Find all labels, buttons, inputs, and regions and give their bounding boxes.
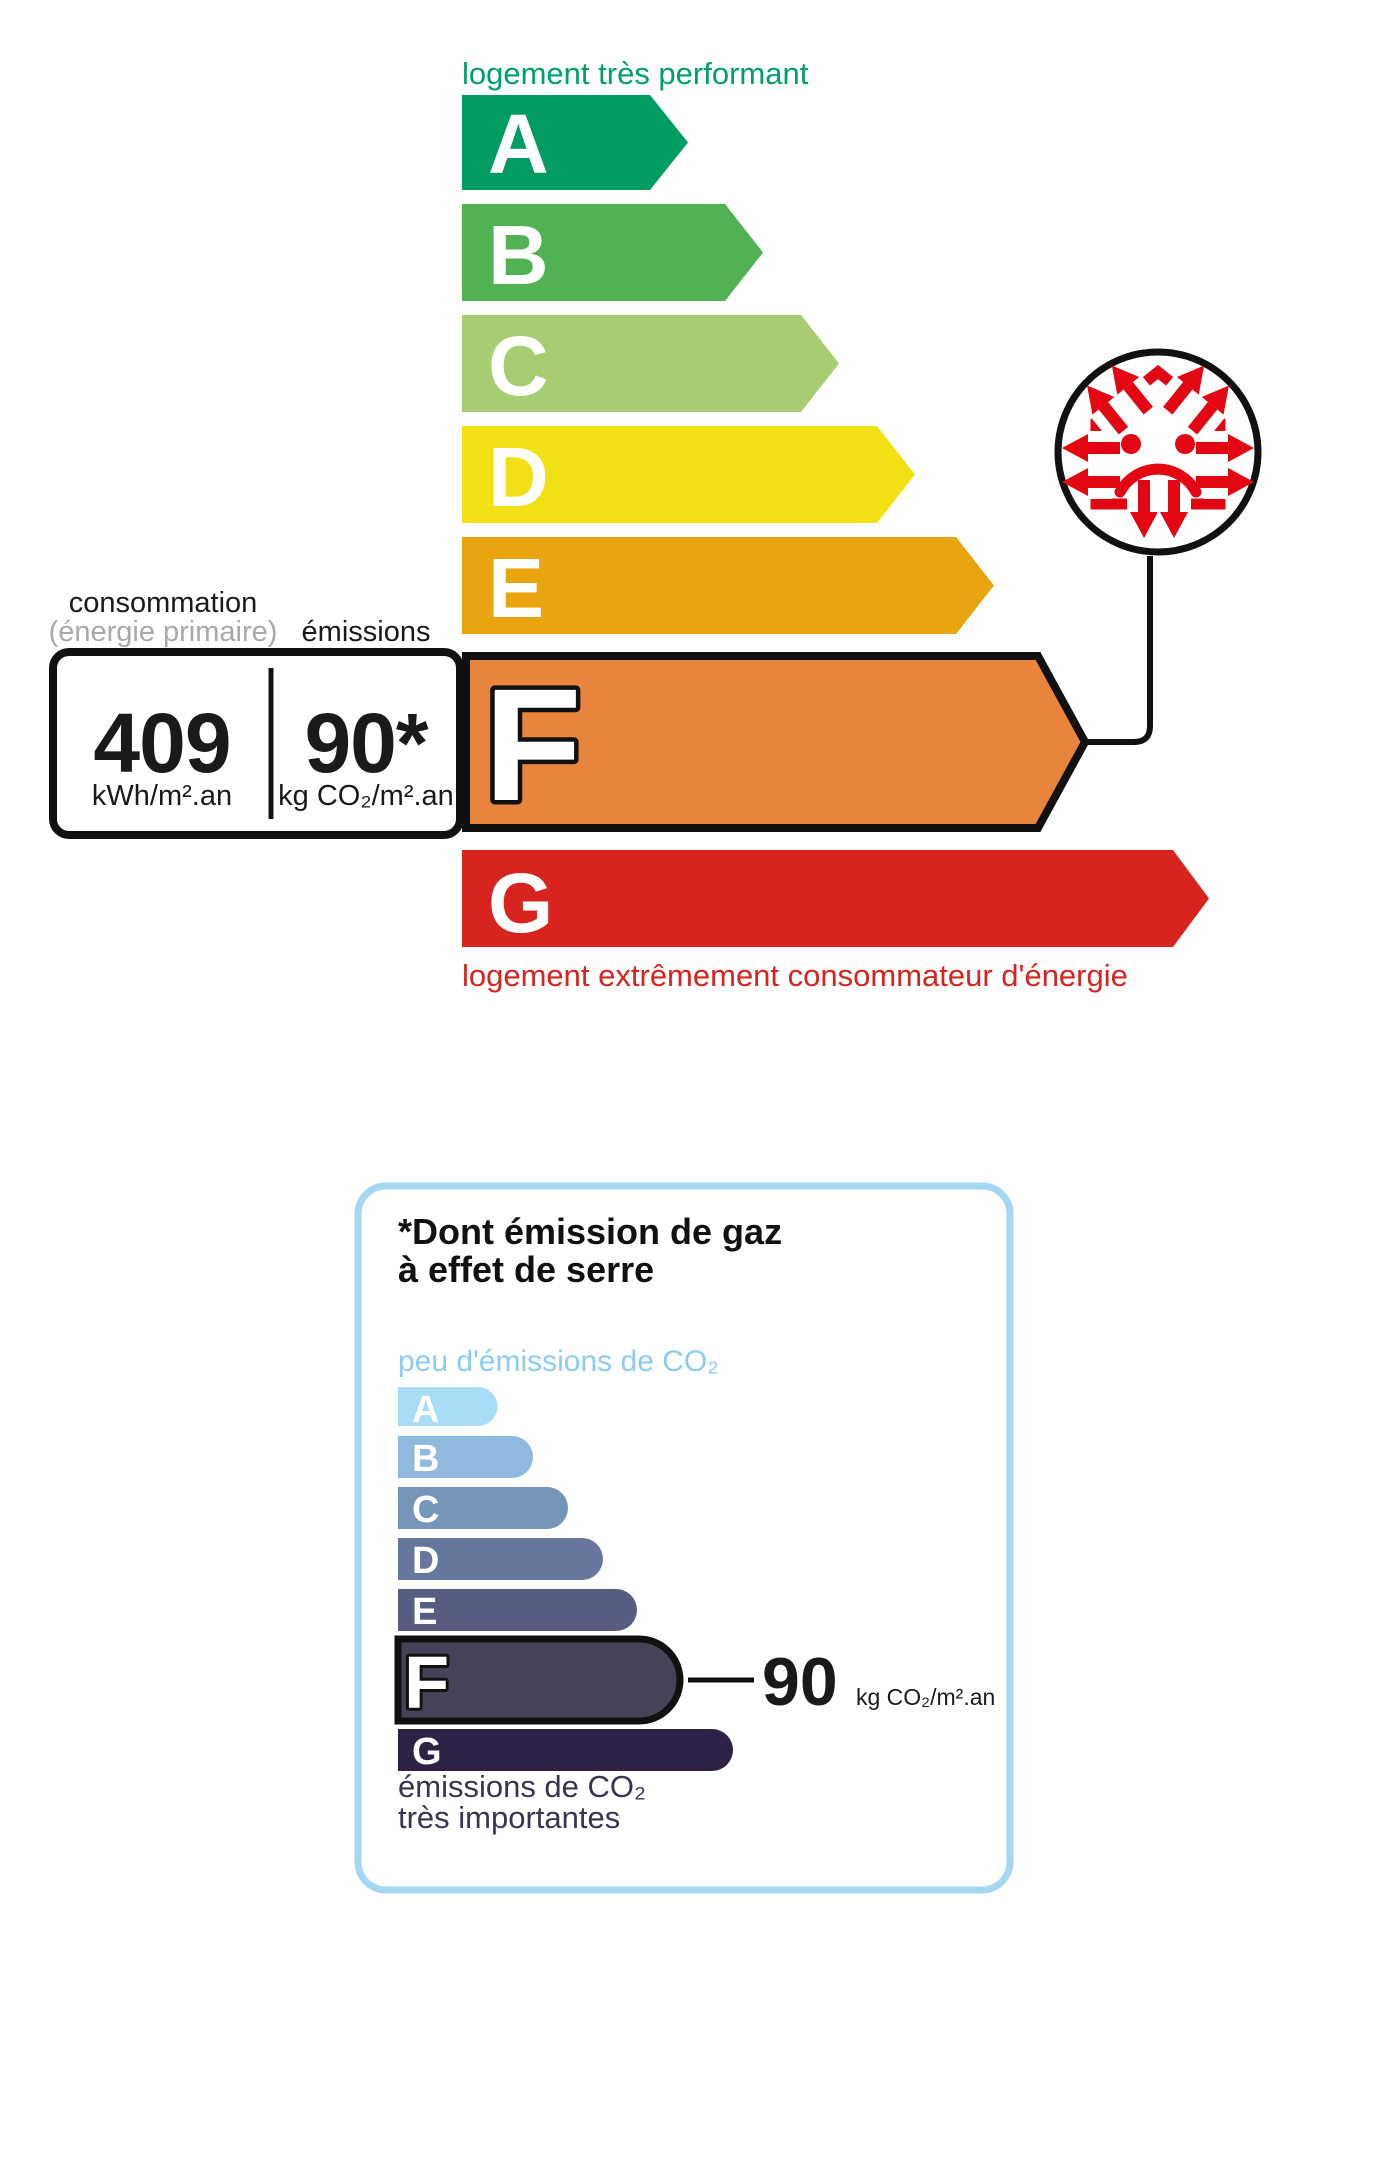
class-row-e: E <box>462 537 994 635</box>
co2-bottom-caption-line2: très importantes <box>398 1800 620 1835</box>
icon-connector-line <box>1085 556 1153 745</box>
values-box-outline <box>49 648 464 839</box>
class-letter-g: G <box>488 856 553 950</box>
co2-letter-g: G <box>412 1731 442 1773</box>
emissions-title: émissions <box>302 616 431 648</box>
co2-letter-a: A <box>412 1389 439 1431</box>
co2-row-g: G <box>398 1729 733 1773</box>
co2-row-b: B <box>398 1436 533 1480</box>
class-letter-a: A <box>488 97 549 191</box>
class-bar-f <box>462 652 1090 832</box>
co2-panel-title-line2: à effet de serre <box>398 1249 654 1290</box>
co2-row-e: E <box>398 1589 637 1633</box>
sad-house-icon <box>1054 348 1262 556</box>
class-bar-g <box>462 850 1209 947</box>
co2-letter-b: B <box>412 1438 439 1480</box>
co2-row-d: D <box>398 1538 603 1582</box>
co2-row-f-highlighted: F 90 kg CO₂/m².an <box>394 1635 995 1727</box>
class-bar-a <box>462 95 688 190</box>
class-bar-e <box>462 537 994 634</box>
energy-scale: logement très performant A B C D E F <box>462 56 1209 993</box>
house-glyph <box>1062 354 1254 538</box>
class-row-c: C <box>462 315 839 413</box>
emission-value: 90* <box>304 696 428 790</box>
emission-unit: kg CO₂/m².an <box>278 780 454 812</box>
class-letter-f: F <box>484 655 582 834</box>
co2-bar-a <box>398 1387 498 1426</box>
co2-bar-f <box>394 1635 684 1725</box>
co2-top-caption: peu d'émissions de CO₂ <box>398 1345 719 1378</box>
class-bar-c <box>462 315 839 412</box>
class-bar-b <box>462 204 763 301</box>
co2-bar-d <box>398 1538 603 1580</box>
consumption-subtitle: (énergie primaire) <box>49 616 278 648</box>
co2-letter-e: E <box>412 1591 437 1633</box>
class-letter-c: C <box>488 319 549 413</box>
consumption-unit: kWh/m².an <box>92 780 232 812</box>
co2-bar-b <box>398 1436 533 1478</box>
class-row-g: G <box>462 850 1209 950</box>
co2-bottom-caption-line1: émissions de CO₂ <box>398 1769 646 1804</box>
co2-letter-f: F <box>404 1641 449 1724</box>
class-letter-e: E <box>488 541 544 635</box>
consumption-title: consommation <box>69 587 258 619</box>
left-eye <box>1121 434 1141 454</box>
class-row-a: A <box>462 95 688 191</box>
class-letter-d: D <box>488 430 549 524</box>
co2-letter-c: C <box>412 1489 439 1531</box>
consumption-box: consommation (énergie primaire) émission… <box>49 587 464 839</box>
class-row-d: D <box>462 426 915 524</box>
energy-top-caption: logement très performant <box>462 56 809 91</box>
energy-bottom-caption: logement extrêmement consommateur d'éner… <box>462 958 1128 993</box>
co2-row-c: C <box>398 1487 568 1531</box>
consumption-value: 409 <box>93 696 230 790</box>
class-bar-d <box>462 426 915 523</box>
co2-letter-d: D <box>412 1540 439 1582</box>
co2-value-unit: kg CO₂/m².an <box>856 1684 995 1710</box>
co2-panel-title-line1: *Dont émission de gaz <box>398 1211 782 1252</box>
co2-bar-c <box>398 1487 568 1529</box>
co2-value: 90 <box>762 1644 838 1720</box>
co2-panel: *Dont émission de gaz à effet de serre p… <box>354 1182 1014 1894</box>
class-row-b: B <box>462 204 763 302</box>
co2-bar-g <box>398 1729 733 1771</box>
frown-mouth <box>1114 463 1202 498</box>
class-letter-b: B <box>488 208 549 302</box>
co2-row-a: A <box>398 1387 498 1431</box>
class-row-f-highlighted: F <box>462 651 1090 839</box>
right-eye <box>1175 434 1195 454</box>
co2-bar-e <box>398 1589 637 1631</box>
